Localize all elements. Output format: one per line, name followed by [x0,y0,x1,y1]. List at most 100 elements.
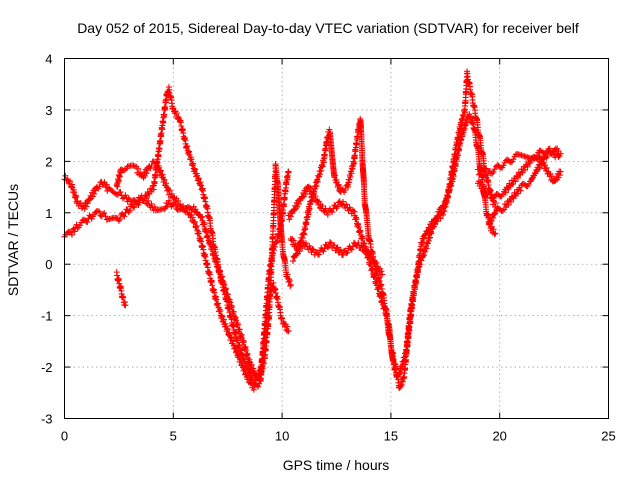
data-point [325,243,332,250]
data-point [279,315,286,322]
data-point [84,219,91,226]
data-point [419,239,426,246]
data-point [131,163,138,170]
data-point [543,164,550,171]
data-point [287,281,294,288]
data-point [422,231,429,238]
data-point [324,211,331,218]
data-point [303,188,310,195]
data-point [285,168,292,175]
data-point [524,163,531,170]
data-point [424,240,431,247]
data-point [135,165,142,172]
data-point [512,178,519,185]
data-point [490,214,497,221]
series-track-i [474,153,564,202]
chart-title: Day 052 of 2015, Sidereal Day-to-day VTE… [77,20,579,36]
grid [64,58,609,419]
x-tick-label: 10 [275,429,289,444]
data-point [556,172,563,179]
data-point [189,214,196,221]
data-point [95,208,102,215]
data-point [342,187,349,194]
data-point [378,268,385,275]
data-point [122,302,129,309]
data-point [340,198,347,205]
data-point [337,246,344,253]
data-point [148,162,155,169]
data-point [316,251,323,258]
data-point [117,189,124,196]
series-track-a [61,192,292,383]
data-point [228,335,235,342]
data-point [197,214,204,221]
data-point [331,202,338,209]
data-point [434,218,441,225]
data-point [467,113,474,120]
x-tick-label: 15 [384,429,398,444]
data-point [505,186,512,193]
data-point [335,181,342,188]
data-point [136,199,143,206]
data-point [474,166,481,173]
data-point [121,213,128,220]
data-point [508,198,515,205]
data-point [349,243,356,250]
data-point [161,176,168,183]
data-point [125,209,132,216]
x-tick-label: 5 [170,429,177,444]
data-point [286,216,293,223]
data-point [116,216,123,223]
data-point [333,245,340,252]
data-point [365,247,372,254]
data-point [303,219,310,226]
data-point [66,228,73,235]
data-point [255,383,262,390]
data-point [101,210,108,217]
y-tick-label: -2 [41,360,53,375]
y-tick-label: 2 [45,154,52,169]
data-point [237,356,244,363]
data-point [115,177,122,184]
data-point [527,159,534,166]
data-point [369,255,376,262]
data-point [284,323,291,330]
x-tick-label: 20 [492,429,506,444]
data-point [287,213,294,220]
data-point [347,173,354,180]
x-tick-label: 25 [601,429,615,444]
data-point [303,240,310,247]
data-point [307,184,314,191]
data-point [492,210,499,217]
data-point [458,122,465,129]
data-point [551,147,558,154]
data-point [256,380,263,387]
data-point [437,215,444,222]
data-point [62,172,69,179]
data-point [96,183,103,190]
y-tick-label: 3 [45,103,52,118]
y-tick-label: 1 [45,206,52,221]
data-point [555,148,562,155]
data-point [490,168,497,175]
data-point [296,248,303,255]
data-point [525,181,532,188]
data-point [340,251,347,258]
data-point [151,203,158,210]
data-point [173,110,180,117]
data-point [517,187,524,194]
data-point [127,201,134,208]
data-point [331,242,338,249]
data-point [71,228,78,235]
data-point [119,195,126,202]
data-point [302,225,309,232]
data-point [358,242,365,249]
data-point [326,239,333,246]
axis-ticks: 0 5 10 15 20 25 -3 -2 -1 0 1 2 3 4 [41,52,616,444]
data-point [309,246,316,253]
data-point [514,174,521,181]
data-point [507,159,514,166]
data-point [514,190,521,197]
data-point [555,154,562,161]
data-point [488,217,495,224]
